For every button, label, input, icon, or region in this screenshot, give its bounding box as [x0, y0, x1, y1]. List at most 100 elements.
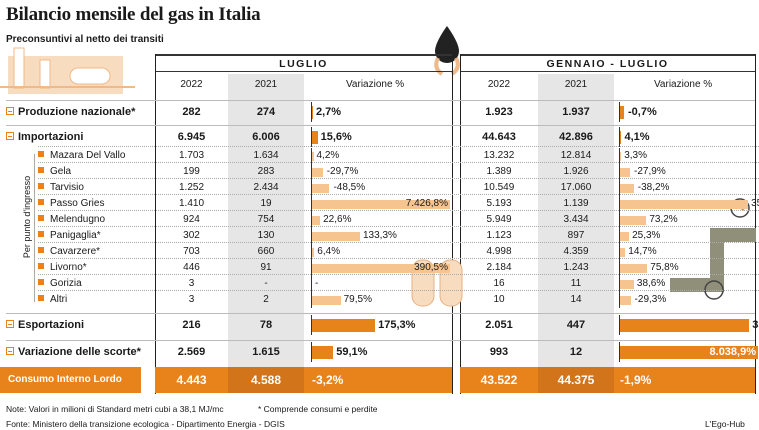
variation-label: 75,8%	[650, 262, 679, 273]
row-separator	[38, 226, 759, 227]
bullet-square-icon	[38, 295, 44, 301]
source-note: Fonte: Ministero della transizione ecolo…	[6, 419, 285, 429]
variation-axis	[311, 196, 312, 212]
row-separator	[38, 290, 759, 291]
variation-bar	[620, 231, 630, 241]
row-label-text: Melendugno	[50, 214, 106, 225]
variation-axis	[311, 244, 312, 260]
variation-axis	[311, 212, 312, 228]
variation-axis	[311, 127, 312, 147]
variation-axis	[311, 260, 312, 276]
cell-g22: 5.193	[486, 198, 512, 209]
variation-bar	[312, 295, 341, 305]
cell-g21: 1.139	[563, 198, 589, 209]
variation-axis	[619, 196, 620, 212]
row-label-text: Variazione delle scorte*	[18, 346, 141, 358]
variation-axis	[619, 228, 620, 244]
cell-g21: 42.896	[559, 131, 593, 143]
variation-bar	[312, 215, 321, 225]
cell-l21: 91	[260, 262, 272, 273]
variation-axis	[619, 260, 620, 276]
row-separator	[6, 125, 755, 126]
cell-g21: 14	[570, 294, 582, 305]
variation-label: 22,6%	[323, 214, 352, 225]
variation-bar	[620, 318, 750, 332]
consumo-luglio-2022: 4.443	[176, 373, 207, 387]
row-separator	[6, 313, 755, 314]
row-label: Variazione delle scorte*	[6, 342, 141, 362]
variation-label: 133,3%	[362, 230, 397, 241]
divider-mid-a	[452, 54, 453, 394]
variation-label: 390,5%	[414, 262, 448, 273]
consumo-gen-var: -1,9%	[620, 373, 652, 387]
shade-col-luglio-2021	[228, 74, 304, 393]
cell-l22: 703	[183, 246, 200, 257]
variation-label: 359,1%	[752, 319, 759, 331]
cell-g22: 1.123	[486, 230, 512, 241]
cell-g21: 447	[566, 319, 586, 331]
cell-g21: 4.359	[563, 246, 589, 257]
row-separator	[38, 194, 759, 195]
row-label: Importazioni	[6, 127, 83, 147]
row-label-text: Passo Gries	[50, 198, 105, 209]
row-label: Livorno*	[38, 260, 87, 276]
page-subtitle: Preconsuntivi al netto dei transiti	[6, 34, 164, 45]
bullet-square-icon	[38, 247, 44, 253]
variation-bar	[312, 345, 334, 359]
variation-axis	[619, 292, 620, 308]
consumo-luglio-var: -3,2%	[312, 373, 344, 387]
row-label-text: Panigaglia*	[50, 230, 101, 241]
variation-label: -48,5%	[333, 182, 366, 193]
variation-bar	[620, 295, 631, 305]
panel-header-gennaio-luglio: GENNAIO - LUGLIO	[460, 54, 755, 72]
variation-bar	[620, 199, 749, 209]
variation-axis	[619, 212, 620, 228]
variation-label: 3,3%	[624, 150, 647, 161]
cell-l22: 446	[183, 262, 200, 273]
variation-axis	[311, 228, 312, 244]
col-header-gen-var: Variazione %	[654, 79, 713, 90]
variation-label: 2,7%	[315, 106, 342, 118]
variation-bar	[620, 130, 622, 144]
cell-g22: 44.643	[482, 131, 516, 143]
cell-l22: 1.703	[178, 150, 205, 161]
col-header-luglio-2021: 2021	[254, 79, 278, 90]
variation-bar	[312, 263, 450, 273]
row-label: Esportazioni	[6, 315, 84, 335]
cell-l21: 2	[263, 294, 269, 305]
row-label-text: Importazioni	[18, 131, 84, 143]
tanks-illustration	[411, 259, 463, 307]
row-separator	[38, 146, 759, 147]
bullet-square-icon	[38, 279, 44, 285]
cell-g21: 1.926	[563, 166, 589, 177]
row-label: Mazara Del Vallo	[38, 148, 125, 164]
cell-g22: 16	[493, 278, 505, 289]
row-separator	[6, 340, 755, 341]
row-label-text: Cavarzere*	[50, 246, 101, 257]
cell-g22: 5.949	[486, 214, 512, 225]
variation-label: 8.038,9%	[709, 346, 756, 358]
col-header-gen-2021: 2021	[564, 79, 588, 90]
bullet-square-icon	[38, 215, 44, 221]
variation-label: 6,4%	[317, 246, 341, 257]
consumo-label: Consumo Interno Lordo	[0, 367, 141, 393]
footnote-units: Note: Valori in milioni di Standard metr…	[6, 404, 224, 414]
bullet-square-icon	[38, 231, 44, 237]
divider-left	[155, 54, 156, 394]
consumo-shade-gen	[538, 367, 614, 393]
side-label: Per punto d'ingresso	[22, 175, 32, 259]
cell-l21: 754	[257, 214, 275, 225]
variation-axis	[311, 276, 312, 292]
variation-bar	[620, 279, 634, 289]
variation-axis	[619, 127, 620, 147]
variation-axis	[619, 148, 620, 164]
cell-l21: 1.615	[252, 346, 280, 358]
variation-label: -29,7%	[326, 166, 359, 177]
row-label-text: Gela	[50, 166, 72, 177]
consumo-shade-luglio	[228, 367, 304, 393]
bullet-square-icon	[38, 167, 44, 173]
cell-g22: 1.923	[485, 106, 513, 118]
variation-label: -27,9%	[634, 166, 666, 177]
variation-label: 175,3%	[378, 319, 416, 331]
cell-l21: 2.434	[253, 182, 279, 193]
